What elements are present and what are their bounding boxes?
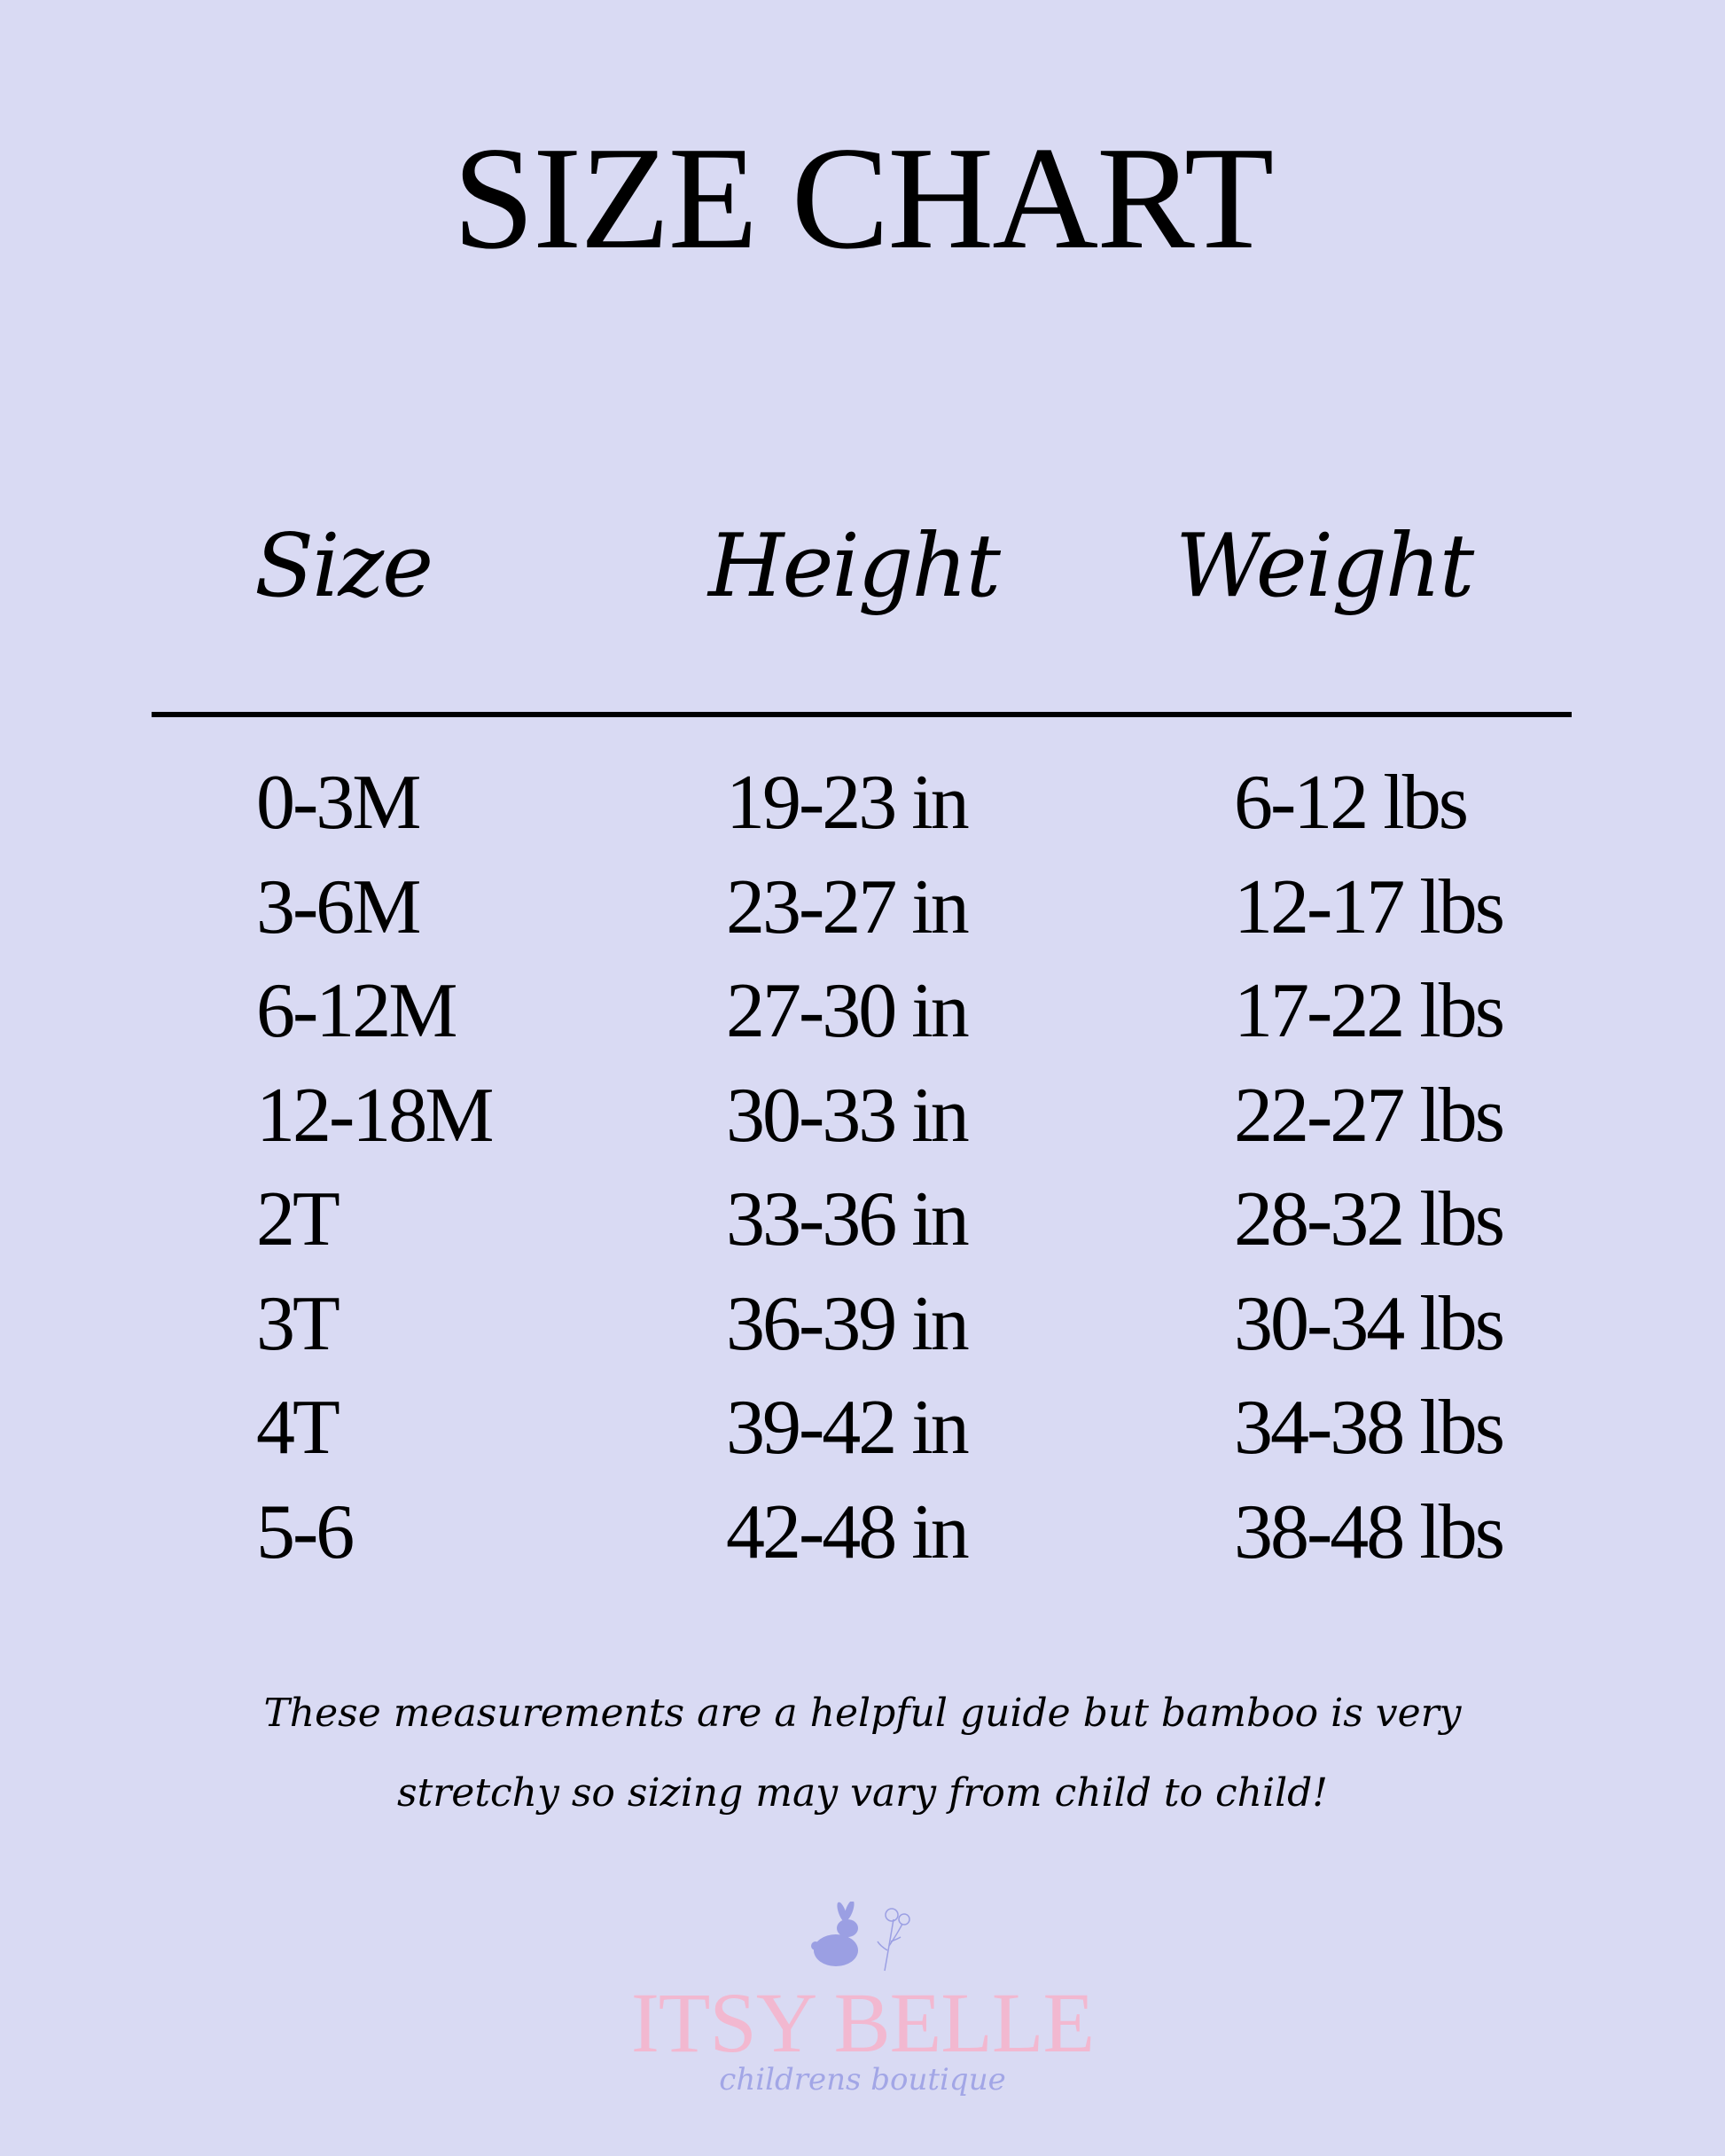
header-height: Height [708, 516, 1001, 617]
weight-cell: 17-22 lbs [1234, 968, 1505, 1054]
height-cell: 30-33 in [726, 1072, 970, 1159]
brand-name: ITSY BELLE [630, 1975, 1095, 2070]
height-cell: 33-36 in [726, 1176, 970, 1262]
brand-logo: ITSY BELLE childrens boutique [0, 1900, 1725, 2097]
header-divider [152, 712, 1572, 717]
size-cell: 2T [256, 1176, 340, 1262]
weight-cell: 38-48 lbs [1234, 1488, 1505, 1575]
table-row: 6-12M 27-30 in 17-22 lbs [0, 973, 1725, 1076]
weight-cell: 34-38 lbs [1234, 1385, 1505, 1471]
table-row: 3-6M 23-27 in 12-17 lbs [0, 863, 1725, 973]
sizing-note-text: These measurements are a helpful guide b… [263, 1691, 1462, 1816]
table-row: 5-6 42-48 in 38-48 lbs [0, 1488, 1725, 1597]
table-row: 3T 36-39 in 30-34 lbs [0, 1285, 1725, 1389]
size-cell: 0-3M [256, 760, 422, 846]
height-cell: 23-27 in [726, 863, 970, 950]
height-cell: 36-39 in [726, 1280, 970, 1367]
table-row: 4T 39-42 in 34-38 lbs [0, 1389, 1725, 1493]
height-cell: 27-30 in [726, 968, 970, 1054]
size-cell: 3T [256, 1280, 340, 1367]
sizing-note: These measurements are a helpful guide b… [0, 1674, 1725, 1833]
page-title: SIZE CHART [452, 116, 1275, 279]
table-row: 0-3M 19-23 in 6-12 lbs [0, 764, 1725, 868]
height-cell: 42-48 in [726, 1488, 970, 1575]
size-cell: 3-6M [256, 863, 422, 950]
weight-cell: 12-17 lbs [1234, 863, 1505, 950]
weight-cell: 28-32 lbs [1234, 1176, 1505, 1262]
weight-cell: 6-12 lbs [1234, 760, 1469, 846]
weight-cell: 22-27 lbs [1234, 1072, 1505, 1159]
size-cell: 6-12M [256, 968, 458, 1054]
table-row: 2T 33-36 in 28-32 lbs [0, 1181, 1725, 1285]
weight-cell: 30-34 lbs [1234, 1280, 1505, 1367]
bunny-flower-icon [811, 1900, 910, 1972]
brand-tagline: childrens boutique [719, 2062, 1006, 2097]
height-cell: 19-23 in [726, 760, 970, 846]
table-row: 12-18M 30-33 in 22-27 lbs [0, 1072, 1725, 1181]
size-cell: 12-18M [256, 1072, 495, 1159]
header-weight: Weight [1175, 516, 1474, 617]
size-cell: 5-6 [256, 1488, 355, 1575]
size-cell: 4T [256, 1385, 340, 1471]
header-size: Size [254, 516, 433, 617]
height-cell: 39-42 in [726, 1385, 970, 1471]
